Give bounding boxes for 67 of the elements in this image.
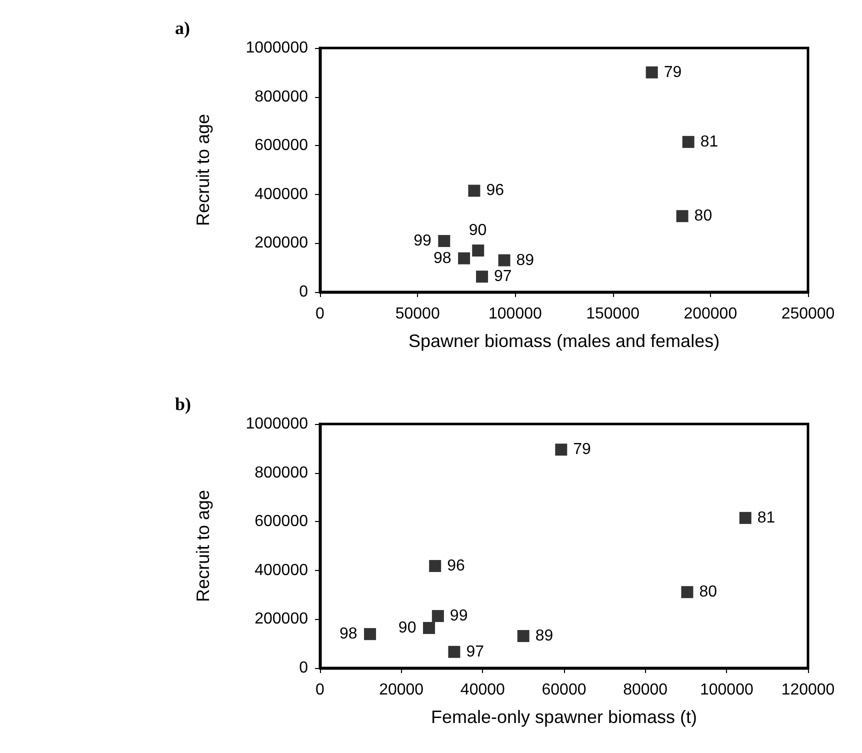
y-tick-label: 200000 — [254, 234, 308, 252]
x-axis-title: Female-only spawner biomass (t) — [430, 707, 698, 727]
y-tick-label: 600000 — [254, 513, 308, 530]
point — [472, 244, 484, 257]
annotation: 99 — [450, 608, 468, 625]
annotation: 81 — [700, 133, 718, 150]
x-tick-label: 20000 — [379, 682, 424, 698]
x-tick-label: 0 — [316, 306, 325, 322]
y-tick-label: 200000 — [254, 610, 308, 628]
annotation: 89 — [516, 252, 534, 269]
annotation: 99 — [414, 232, 432, 250]
point — [739, 512, 752, 524]
point — [468, 184, 480, 197]
y-axis-title: Recruit to age — [193, 114, 213, 226]
x-tick-label: 0 — [316, 682, 325, 698]
annotation: 97 — [494, 268, 512, 286]
point — [676, 210, 688, 222]
point — [498, 254, 510, 266]
x-tick-label: 150000 — [586, 306, 640, 322]
annotation: 79 — [664, 64, 682, 81]
point — [422, 622, 435, 634]
x-tick-label: 40000 — [460, 682, 506, 698]
point — [682, 136, 694, 148]
point — [432, 610, 444, 622]
x-axis-title: Spawner biomass (males and females) — [408, 331, 720, 351]
y-axis-title: Recruit to age — [193, 490, 213, 602]
y-tick-label: 800000 — [254, 464, 308, 482]
y-tick-label: 1000000 — [246, 40, 308, 56]
y-tick-label: 600000 — [254, 137, 308, 154]
point — [681, 586, 694, 598]
annotation: 89 — [535, 628, 554, 645]
point — [448, 646, 460, 658]
annotation: 79 — [573, 441, 592, 458]
point — [517, 630, 530, 642]
annotation: 90 — [468, 222, 487, 240]
x-tick-label: 80000 — [623, 682, 668, 698]
y-tick-label: 1000000 — [246, 416, 308, 432]
x-tick-label: 50000 — [395, 306, 440, 322]
annotation: 96 — [447, 558, 465, 575]
y-tick-label: 400000 — [254, 562, 308, 579]
annotation: 98 — [339, 626, 358, 643]
annotation: 96 — [486, 182, 504, 200]
annotation: 98 — [434, 250, 452, 267]
point — [476, 270, 488, 283]
annotation: 80 — [694, 208, 712, 225]
y-tick-label: 0 — [299, 660, 308, 676]
x-tick-label: 200000 — [684, 306, 738, 322]
annotation: 81 — [757, 509, 776, 526]
x-tick-label: 100000 — [488, 306, 542, 322]
annotation: 97 — [466, 643, 484, 660]
point — [364, 628, 376, 640]
annotation: 90 — [398, 619, 416, 636]
y-tick-label: 0 — [299, 284, 308, 300]
point — [429, 560, 442, 572]
point — [458, 252, 470, 264]
y-tick-label: 400000 — [254, 186, 308, 203]
chart-title: b) — [175, 394, 192, 414]
point — [646, 66, 658, 78]
x-tick-label: 60000 — [542, 682, 586, 698]
x-tick-label: 250000 — [781, 306, 835, 322]
x-tick-label: 100000 — [700, 682, 754, 698]
point — [438, 235, 450, 248]
annotation: 80 — [699, 584, 718, 601]
x-tick-label: 120000 — [781, 682, 835, 698]
y-tick-label: 800000 — [254, 88, 308, 106]
chart-title: a) — [175, 18, 190, 38]
point — [555, 444, 568, 456]
